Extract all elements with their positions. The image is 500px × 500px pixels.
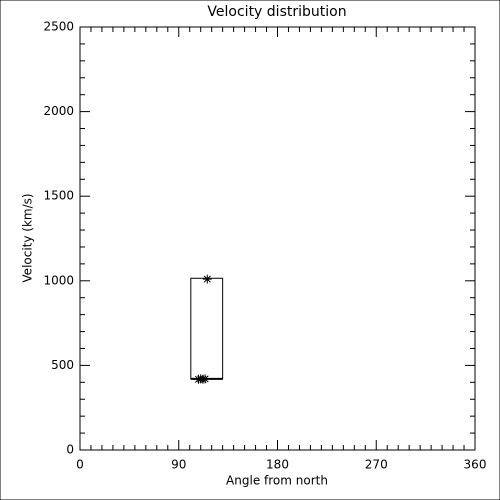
x-tick-label: 90 [171, 458, 186, 472]
x-tick-label: 0 [76, 458, 84, 472]
asterisk-point [202, 274, 212, 284]
x-tick-label: 270 [365, 458, 388, 472]
asterisk-point [200, 374, 210, 384]
y-tick-label: 2500 [43, 20, 74, 34]
chart-title: Velocity distribution [207, 4, 346, 20]
y-tick-label: 1500 [43, 189, 74, 203]
y-tick-label: 0 [66, 443, 74, 457]
x-axis-title: Angle from north [226, 474, 328, 488]
y-axis-title: Velocity (km/s) [21, 193, 35, 282]
x-tick-label: 180 [266, 458, 289, 472]
y-tick-label: 500 [51, 358, 74, 372]
y-tick-label: 1000 [43, 273, 74, 287]
x-tick-label: 360 [464, 458, 487, 472]
y-tick-label: 2000 [43, 104, 74, 118]
